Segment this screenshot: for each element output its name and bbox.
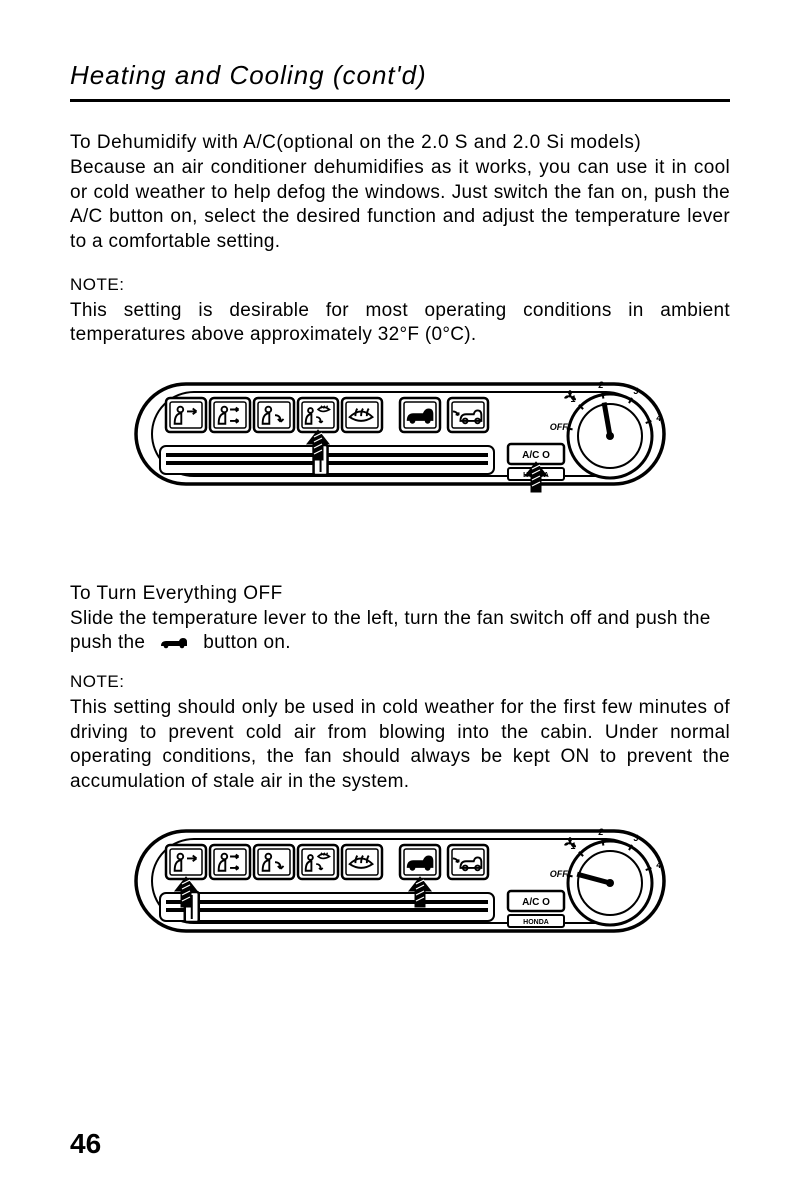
temperature-slider xyxy=(160,445,494,475)
mode-face-button xyxy=(166,398,206,432)
section1-note: This setting is desirable for most opera… xyxy=(70,299,730,348)
section2-body-line1: Slide the temperature lever to the left,… xyxy=(70,607,730,632)
mode-face-button xyxy=(166,845,206,879)
fresh-button xyxy=(448,398,488,432)
fresh-button xyxy=(448,845,488,879)
page-title: Heating and Cooling (cont'd) xyxy=(70,60,730,91)
temperature-slider xyxy=(160,892,494,922)
section2-body-line2: push the button on. xyxy=(70,632,730,654)
control-panel-2: A/C O HONDA OFF1234 xyxy=(70,825,730,975)
svg-text:2: 2 xyxy=(597,826,603,836)
svg-text:3: 3 xyxy=(633,386,638,396)
svg-text:2: 2 xyxy=(597,380,603,390)
mode-defrost-button xyxy=(342,398,382,432)
mode-bilevel-button xyxy=(210,845,250,879)
svg-text:A/C O: A/C O xyxy=(522,897,550,908)
title-rule xyxy=(70,99,730,102)
svg-text:3: 3 xyxy=(633,833,638,843)
recirc-button xyxy=(400,845,440,879)
section2-note-label: NOTE: xyxy=(70,672,730,692)
section1-heading: To Dehumidify with A/C(optional on the 2… xyxy=(70,132,730,154)
section1-note-label: NOTE: xyxy=(70,275,730,295)
svg-text:4: 4 xyxy=(655,860,661,870)
svg-text:A/C O: A/C O xyxy=(522,450,550,461)
section2-heading: To Turn Everything OFF xyxy=(70,583,730,605)
recirc-button xyxy=(400,398,440,432)
mode-floor-def-button xyxy=(298,845,338,879)
mode-floor-def-button xyxy=(298,398,338,432)
mode-defrost-button xyxy=(342,845,382,879)
section1-body: Because an air conditioner dehumidifies … xyxy=(70,156,730,255)
inline-text-push-the: push the xyxy=(70,632,145,654)
control-panel-1: A/C O HONDA OFF1234 xyxy=(70,378,730,528)
svg-text:4: 4 xyxy=(655,413,661,423)
section2-note: This setting should only be used in cold… xyxy=(70,696,730,795)
mode-bilevel-button xyxy=(210,398,250,432)
recirc-icon xyxy=(157,634,191,652)
svg-text:OFF: OFF xyxy=(550,422,568,432)
mode-floor-button xyxy=(254,845,294,879)
inline-text-button-on: button on. xyxy=(203,632,291,654)
ac-button: A/C O HONDA xyxy=(508,891,564,927)
svg-text:OFF: OFF xyxy=(550,869,568,879)
svg-text:HONDA: HONDA xyxy=(523,919,549,926)
page-number: 46 xyxy=(70,1128,101,1160)
mode-floor-button xyxy=(254,398,294,432)
